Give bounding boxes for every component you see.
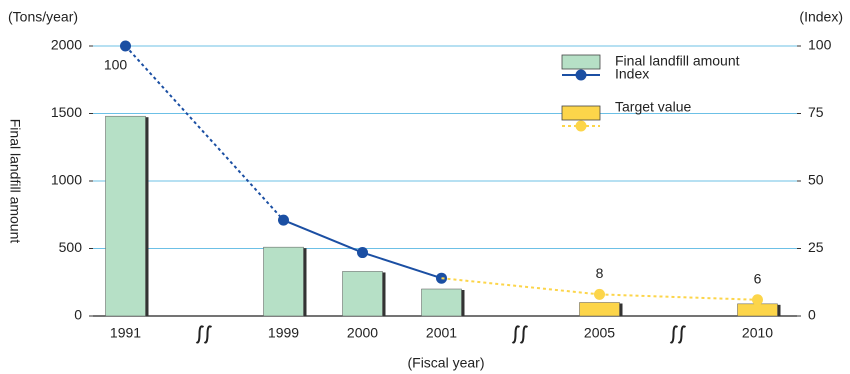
y2-tick-label: 100 [808, 37, 832, 53]
y2-tick-label: 50 [808, 172, 824, 188]
y2-tick-label: 25 [808, 239, 824, 255]
x-tick-label: 2005 [584, 325, 615, 341]
x-tick-label: 2010 [742, 325, 773, 341]
legend-swatch [561, 54, 601, 70]
line-segment [441, 277, 600, 296]
axis-break [511, 325, 521, 344]
line-marker [120, 40, 131, 52]
bar [342, 271, 383, 317]
legend-marker [575, 120, 587, 132]
data-label: 100 [104, 57, 128, 73]
legend-label: Target value [615, 99, 691, 115]
bar [579, 302, 620, 317]
x-tick-label: 1991 [110, 325, 141, 341]
x-tick-label: 2001 [426, 325, 457, 341]
y-tick-label: 1500 [51, 104, 82, 120]
y2-tick-label: 75 [808, 104, 824, 120]
axis-break [203, 325, 213, 344]
bar [421, 288, 462, 317]
line-marker [594, 288, 605, 300]
axis-break [519, 325, 529, 344]
x-tick-label: 1999 [268, 325, 299, 341]
y-tick-label: 0 [74, 307, 82, 323]
x-tick-label: 2000 [347, 325, 378, 341]
axis-break [195, 325, 205, 344]
legend-marker [575, 69, 587, 81]
line-segment [283, 219, 363, 254]
y-tick-label: 1000 [51, 172, 82, 188]
y-tick-label: 500 [59, 239, 83, 255]
legend-label: Final landfill amount [615, 53, 740, 69]
data-label: 6 [754, 271, 762, 287]
y-unit-label: (Tons/year) [8, 9, 78, 25]
bar [737, 303, 778, 317]
line-segment [599, 293, 758, 301]
y2-tick-label: 0 [808, 307, 816, 323]
x-axis-label: (Fiscal year) [407, 355, 484, 371]
line-segment [362, 251, 442, 280]
line-segment [124, 45, 285, 221]
line-marker [357, 247, 368, 259]
legend-label: Index [615, 66, 649, 82]
y2-unit-label: (Index) [799, 9, 843, 25]
bar [105, 115, 146, 317]
line-marker [752, 294, 763, 306]
y-tick-label: 2000 [51, 37, 82, 53]
legend-swatch [561, 105, 601, 121]
axis-break [677, 325, 687, 344]
y-axis-label: Final landfill amount [7, 119, 23, 244]
data-label: 8 [596, 265, 604, 281]
axis-break [669, 325, 679, 344]
bar [263, 246, 304, 317]
line-marker [278, 214, 289, 226]
